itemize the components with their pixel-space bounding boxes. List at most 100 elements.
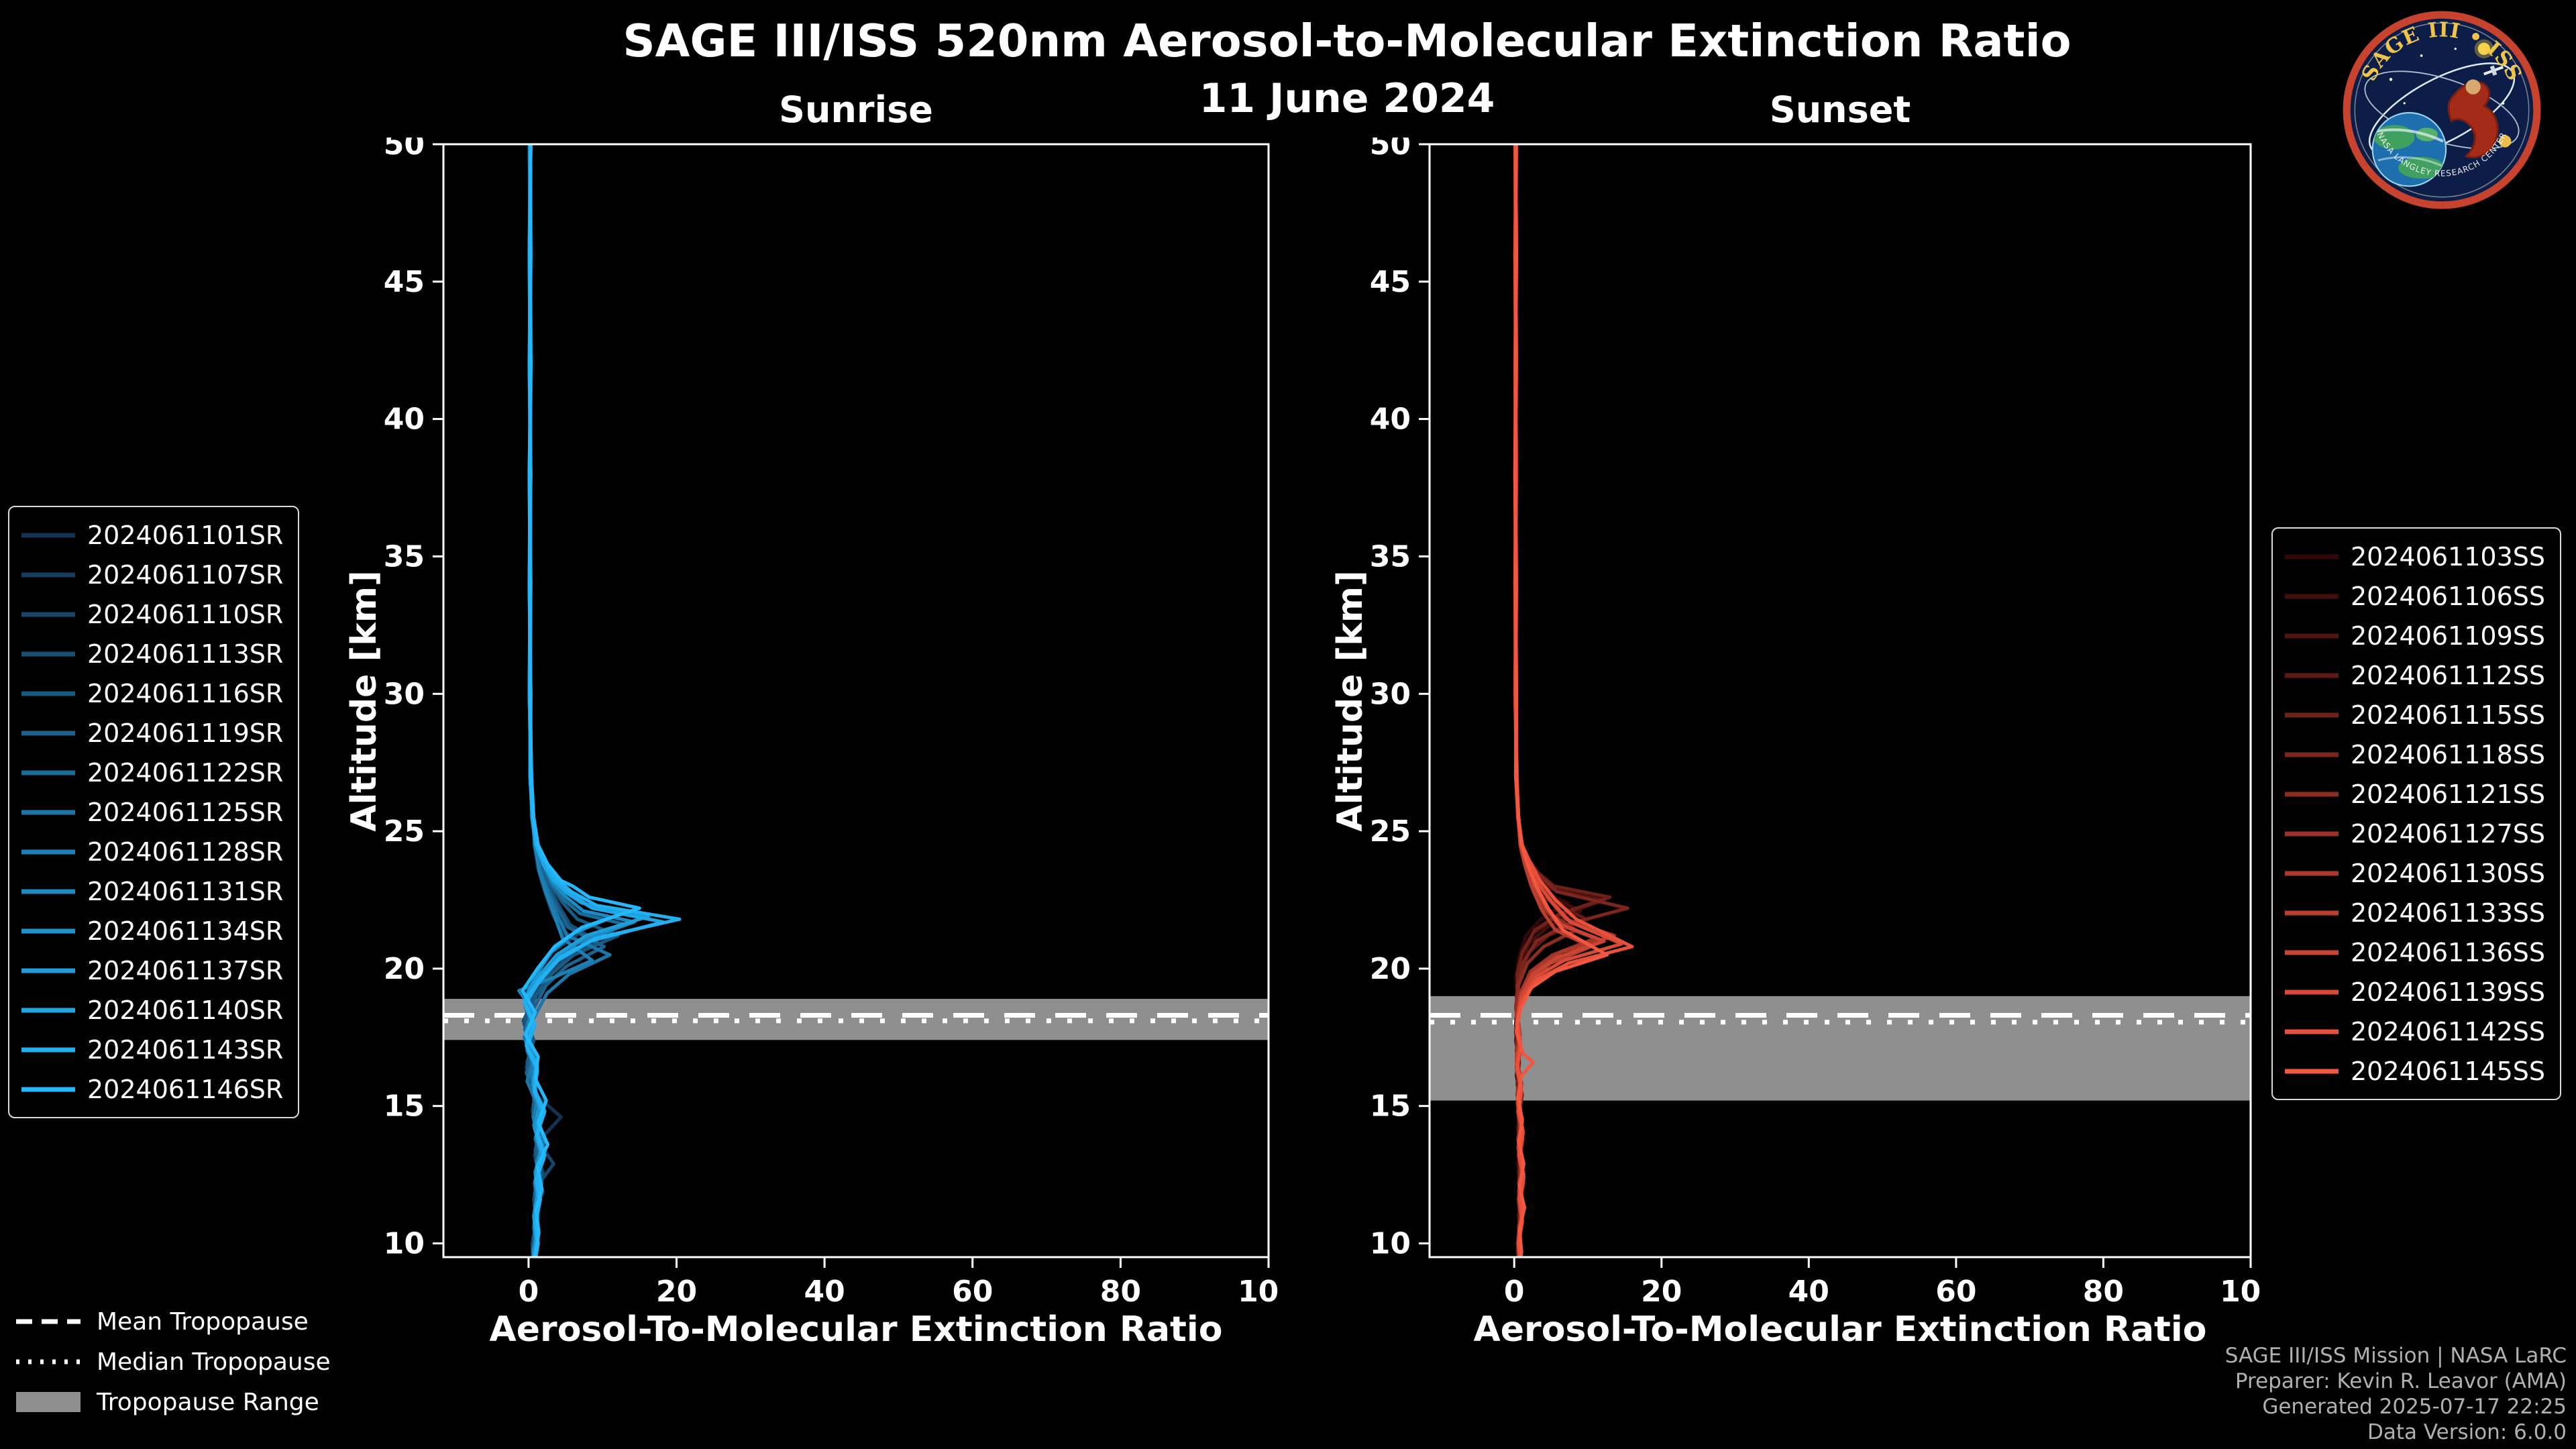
median-tropopause-swatch-icon [15,1357,82,1366]
legend-label: 2024061127SS [2351,818,2546,849]
tropopause-legend: Mean Tropopause Median Tropopause Tropop… [15,1305,331,1418]
x-tick-label: 80 [1100,1275,1141,1309]
legend-line-swatch-icon [21,533,75,537]
legend-label: 2024061140SR [87,995,284,1025]
sage-figure [2447,80,2499,158]
legend-line-swatch-icon [2285,910,2339,915]
iss-icon [2483,65,2504,76]
credits-line-mission: SAGE III/ISS Mission | NASA LaRC [2224,1344,2567,1368]
legend-line-swatch-icon [21,651,75,656]
legend-line-swatch-icon [2285,712,2339,717]
legend-line-swatch-icon [2285,633,2339,638]
legend-line-swatch-icon [21,889,75,894]
legend-line-swatch-icon [2285,1069,2339,1073]
median-tropopause-label: Median Tropopause [97,1348,331,1376]
plot-area [443,144,1269,1257]
series-line-2024061146SR [521,144,641,1257]
legend-item: 2024061113SR [20,634,283,674]
x-axis-label-sunset: Aerosol-To-Molecular Extinction Ratio [1473,1309,2207,1350]
legend-label: 2024061122SR [87,757,284,788]
x-axis-label-sunrise: Aerosol-To-Molecular Extinction Ratio [489,1309,1223,1350]
legend-item: 2024061146SR [20,1069,283,1109]
x-tick-label: 20 [1641,1275,1682,1309]
legend-label: 2024061130SS [2351,858,2546,888]
legend-line-swatch-icon [2285,950,2339,955]
y-tick-label: 20 [1370,952,1411,986]
y-tick-label: 15 [1370,1089,1411,1124]
legend-line-swatch-icon [21,691,75,696]
panel-title-sunrise: Sunrise [779,89,933,131]
y-tick-label: 30 [1370,677,1411,711]
credits-line-version: Data Version: 6.0.0 [2367,1420,2567,1444]
legend-item: 2024061142SS [2284,1012,2545,1051]
x-tick-label: 0 [519,1275,539,1309]
y-tick-label: 35 [384,539,425,574]
legend-label: 2024061110SR [87,599,284,629]
mean-tropopause-label: Mean Tropopause [97,1307,309,1336]
legend-line-swatch-icon [2285,1029,2339,1034]
legend-item: 2024061133SS [2284,893,2545,932]
x-tick-label: 60 [952,1275,993,1309]
moon-icon [2499,135,2512,148]
legend-label: 2024061128SR [87,837,284,867]
legend-label: 2024061133SS [2351,898,2546,928]
y-tick-label: 10 [384,1227,425,1261]
sage-iii-iss-mission-patch-logo: SAGE III • ISS NASA LANGLEY RESEARCH CEN… [2343,11,2541,209]
x-tick-label: 100 [1238,1275,1279,1309]
legend-item: 2024061103SS [2284,537,2545,576]
tropopause-legend-row-range: Tropopause Range [15,1386,331,1418]
legend-item: 2024061130SS [2284,853,2545,893]
figure-date: 11 June 2024 [1199,75,1495,122]
sunrise-series-legend: 2024061101SR 2024061107SR 2024061110SR 2024… [8,506,300,1118]
legend-label: 2024061139SS [2351,977,2546,1007]
legend-label: 2024061106SS [2351,581,2546,611]
legend-label: 2024061136SS [2351,937,2546,967]
legend-label: 2024061146SR [87,1074,284,1104]
legend-item: 2024061115SS [2284,695,2545,735]
legend-label: 2024061143SR [87,1034,284,1065]
legend-item: 2024061128SR [20,832,283,871]
x-tick-label: 60 [1935,1275,1976,1309]
legend-item: 2024061119SR [20,713,283,753]
credits-line-preparer: Preparer: Kevin R. Leavor (AMA) [2235,1369,2567,1393]
x-tick-label: 40 [1788,1275,1829,1309]
tropopause-legend-row-mean: Mean Tropopause [15,1305,331,1338]
legend-label: 2024061113SR [87,639,284,669]
legend-item: 2024061110SR [20,594,283,634]
legend-item: 2024061131SR [20,871,283,911]
y-axis-label-sunrise: Altitude [km] [344,570,384,832]
legend-item: 2024061125SR [20,792,283,832]
legend-line-swatch-icon [2285,594,2339,598]
legend-item: 2024061116SR [20,674,283,713]
y-axis-label-sunset: Altitude [km] [1330,570,1371,832]
y-tick-label: 45 [384,265,425,299]
legend-label: 2024061142SS [2351,1016,2546,1046]
legend-line-swatch-icon [2285,792,2339,796]
credits-line-generated: Generated 2025-07-17 22:25 [2262,1395,2567,1419]
legend-label: 2024061137SR [87,955,284,985]
legend-item: 2024061106SS [2284,576,2545,616]
legend-line-swatch-icon [21,1047,75,1052]
legend-label: 2024061118SS [2351,739,2546,769]
y-tick-label: 20 [384,952,425,986]
y-tick-label: 40 [1370,402,1411,437]
legend-label: 2024061116SR [87,678,284,708]
legend-line-swatch-icon [21,849,75,854]
panel-title-sunset: Sunset [1769,89,1911,131]
legend-item: 2024061136SS [2284,932,2545,972]
legend-line-swatch-icon [21,612,75,616]
legend-line-swatch-icon [21,572,75,577]
legend-item: 2024061134SR [20,911,283,951]
y-tick-label: 50 [1370,138,1411,162]
y-tick-label: 15 [384,1089,425,1124]
orbit-line [2368,62,2516,158]
series-line-2024061145SS [1513,144,1609,1257]
legend-item: 2024061101SR [20,515,283,555]
legend-item: 2024061109SS [2284,616,2545,655]
legend-item: 2024061127SS [2284,814,2545,853]
legend-label: 2024061103SS [2351,541,2546,572]
x-tick-label: 40 [804,1275,845,1309]
plot-panel-sunset: 0 20 40 60 80 100 10 15 20 25 30 35 40 45 50 [1370,138,2261,1309]
legend-line-swatch-icon [21,810,75,814]
plot-border [1428,143,2252,1258]
